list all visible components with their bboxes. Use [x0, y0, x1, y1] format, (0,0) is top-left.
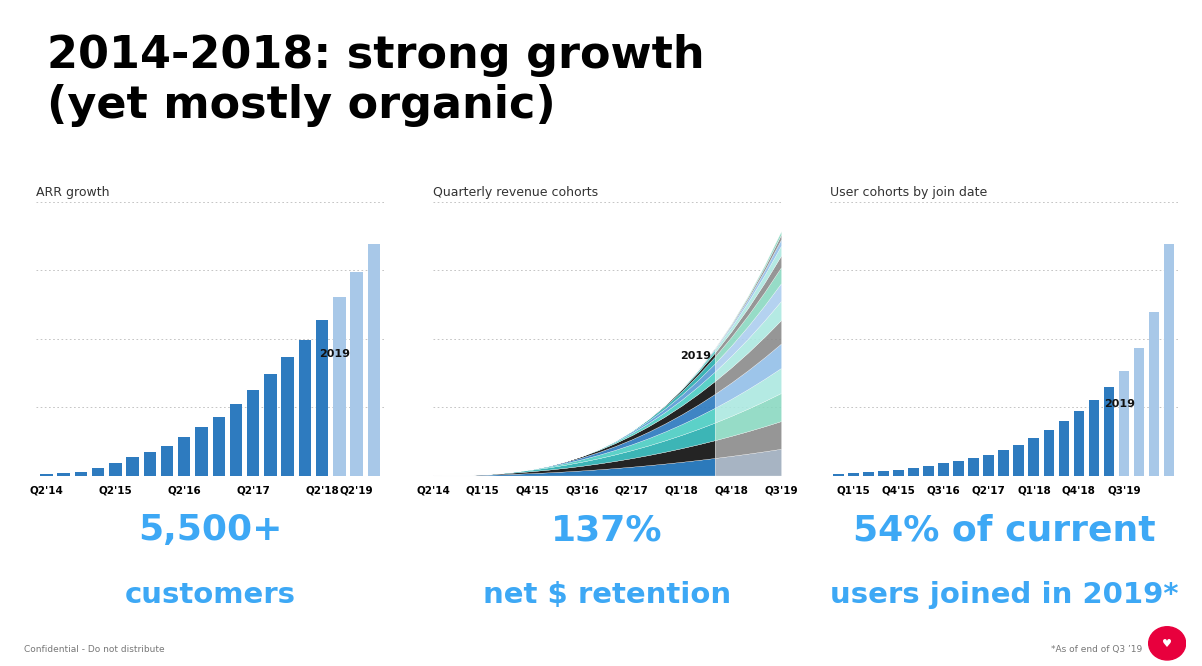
Bar — [1089, 400, 1100, 476]
Bar — [1164, 244, 1174, 476]
Text: 137%: 137% — [552, 513, 662, 547]
Bar — [195, 428, 208, 476]
Bar — [316, 320, 328, 476]
Text: User cohorts by join date: User cohorts by join date — [829, 186, 987, 199]
Text: ♥: ♥ — [1162, 639, 1172, 649]
Bar — [351, 272, 363, 476]
Bar — [1119, 370, 1130, 476]
Bar — [40, 474, 53, 476]
Bar — [879, 471, 889, 476]
Text: 2019: 2019 — [680, 350, 712, 360]
Text: 2019: 2019 — [319, 349, 350, 359]
Bar — [368, 244, 380, 476]
Bar — [91, 468, 105, 476]
Circle shape — [1149, 627, 1185, 660]
Text: 5,500+: 5,500+ — [138, 513, 282, 547]
Bar — [983, 454, 994, 476]
Bar — [969, 458, 980, 476]
Bar — [1149, 312, 1160, 476]
Bar — [299, 340, 311, 476]
Bar — [58, 474, 70, 476]
Bar — [909, 468, 920, 476]
Bar — [213, 417, 225, 476]
Bar — [833, 474, 844, 476]
Bar — [1029, 438, 1040, 476]
Text: ARR growth: ARR growth — [36, 186, 109, 199]
Bar — [863, 472, 874, 476]
Bar — [333, 297, 346, 476]
Bar — [109, 463, 121, 476]
Bar — [893, 470, 904, 476]
Bar — [953, 461, 964, 476]
Bar — [178, 437, 190, 476]
Text: 2019: 2019 — [1103, 399, 1135, 409]
Text: customers: customers — [125, 581, 296, 609]
Bar — [939, 464, 950, 476]
Bar — [75, 472, 87, 476]
Bar — [849, 474, 859, 476]
Bar — [264, 374, 276, 476]
Bar — [1073, 412, 1084, 476]
Text: 2014-2018: strong growth
(yet mostly organic): 2014-2018: strong growth (yet mostly org… — [48, 34, 706, 127]
Bar — [281, 357, 294, 476]
Bar — [126, 458, 138, 476]
Bar — [1103, 387, 1114, 476]
Bar — [143, 452, 156, 476]
Text: Confidential - Do not distribute: Confidential - Do not distribute — [24, 645, 165, 654]
Bar — [1059, 422, 1070, 476]
Text: users joined in 2019*: users joined in 2019* — [829, 581, 1178, 609]
Bar — [999, 450, 1010, 476]
Text: net $ retention: net $ retention — [483, 581, 731, 609]
Text: 54% of current: 54% of current — [852, 513, 1155, 547]
Bar — [1043, 430, 1054, 476]
Bar — [161, 446, 173, 476]
Bar — [230, 404, 242, 476]
Text: *As of end of Q3 ’19: *As of end of Q3 ’19 — [1051, 645, 1142, 654]
Bar — [1013, 445, 1024, 476]
Bar — [923, 466, 934, 476]
Text: Quarterly revenue cohorts: Quarterly revenue cohorts — [433, 186, 599, 199]
Bar — [1133, 348, 1144, 476]
Bar — [248, 390, 260, 476]
